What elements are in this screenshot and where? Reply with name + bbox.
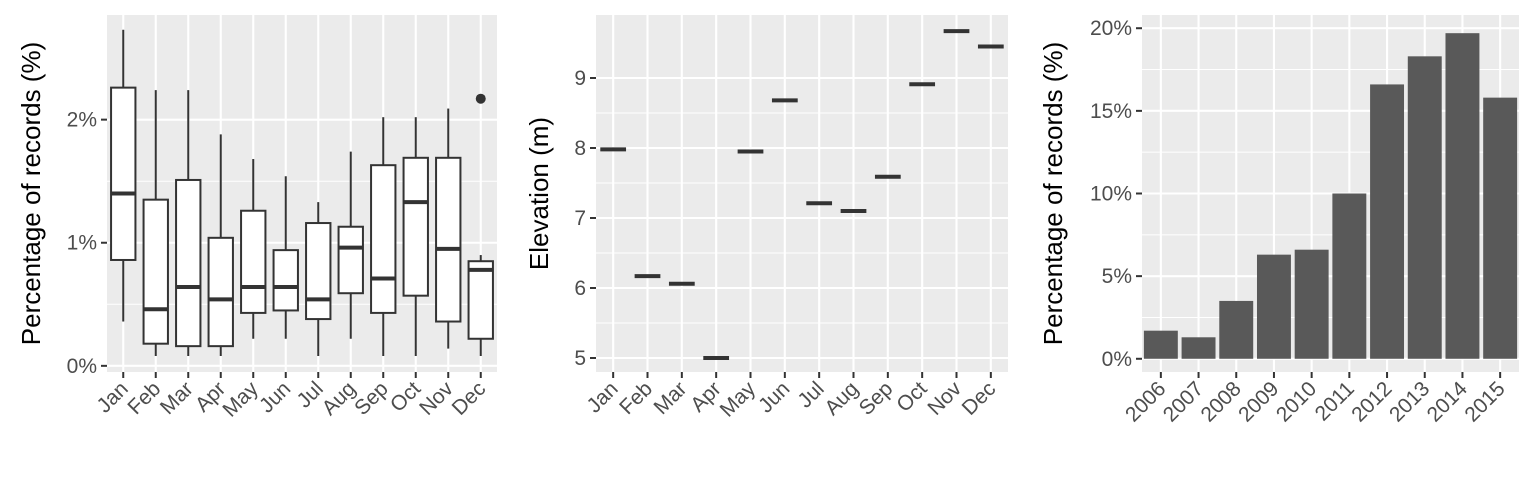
y-tick-label: 8	[574, 137, 586, 160]
y-tick-label: 0%	[1102, 348, 1132, 371]
x-tick-label: Jun	[754, 377, 794, 417]
x-tick-label: Mar	[156, 377, 198, 419]
box-body	[467, 260, 494, 340]
box-dec	[467, 93, 494, 356]
x-tick-label: 2006	[1121, 377, 1170, 426]
x-tick-label: Jun	[255, 377, 295, 417]
x-tick-label: 2015	[1460, 377, 1509, 426]
x-tick-label: 2008	[1196, 377, 1245, 426]
bar-2007	[1181, 337, 1216, 359]
box-body	[110, 86, 137, 261]
yearly-percentage-bar-chart: 0%5%10%15%20%200620072008200920102011201…	[1038, 15, 1519, 427]
x-tick-label: Mar	[650, 377, 692, 419]
box-body	[370, 164, 397, 314]
y-axis-title: Percentage of records (%)	[16, 42, 46, 345]
x-tick-label: Feb	[123, 377, 165, 419]
y-tick-label: 10%	[1090, 183, 1132, 206]
box-apr	[207, 134, 234, 356]
x-tick-label: May	[716, 377, 761, 422]
bar-2009	[1256, 254, 1291, 359]
x-tick-label: Sep	[855, 377, 898, 420]
y-tick-label: 5	[574, 347, 586, 370]
box-mar	[175, 90, 202, 356]
box-body	[402, 156, 429, 297]
box-body	[435, 156, 462, 323]
x-tick-label: 2012	[1347, 377, 1396, 426]
x-tick-label: 2007	[1159, 377, 1208, 426]
box-jul	[305, 202, 332, 356]
y-tick-label: 0%	[67, 355, 97, 378]
x-tick-label: Feb	[615, 377, 657, 419]
box-body	[142, 198, 169, 345]
box-feb	[142, 90, 169, 356]
y-tick-label: 9	[574, 67, 586, 90]
x-tick-label: 2009	[1234, 377, 1283, 426]
bar-2006	[1143, 330, 1178, 359]
box-may	[240, 159, 267, 339]
y-tick-label: 1%	[67, 232, 97, 255]
x-tick-label: Jan	[582, 377, 622, 417]
outlier-point	[475, 93, 486, 104]
box-body	[305, 222, 332, 321]
x-tick-label: Aug	[820, 377, 863, 420]
y-axis-title: Elevation (m)	[524, 117, 554, 270]
box-sep	[370, 117, 397, 356]
x-tick-label: 2013	[1385, 377, 1434, 426]
bar-2008	[1219, 300, 1254, 359]
y-tick-label: 7	[574, 207, 586, 230]
box-jan	[110, 29, 137, 322]
x-tick-label: Dec	[448, 377, 491, 420]
bar-2011	[1332, 193, 1367, 359]
y-tick-label: 15%	[1090, 100, 1132, 123]
monthly-percentage-boxplot: 0%1%2%JanFebMarAprMayJunJulAugSepOctNovD…	[16, 15, 497, 422]
bar-2015	[1483, 97, 1518, 359]
x-tick-label: Nov	[923, 377, 966, 420]
y-tick-label: 5%	[1102, 265, 1132, 288]
bar-2013	[1407, 56, 1442, 359]
y-axis-title: Percentage of records (%)	[1038, 42, 1068, 345]
x-tick-label: Oct	[386, 377, 425, 416]
box-aug	[337, 151, 364, 339]
y-tick-label: 6	[574, 277, 586, 300]
y-tick-label: 2%	[67, 109, 97, 132]
x-tick-label: 2011	[1311, 377, 1359, 425]
x-tick-label: 2010	[1272, 377, 1321, 426]
box-nov	[435, 108, 462, 349]
x-tick-label: 2014	[1423, 377, 1473, 427]
box-body	[207, 236, 234, 348]
box-body	[175, 178, 202, 348]
box-body	[337, 225, 364, 295]
box-body	[240, 209, 267, 314]
box-body	[272, 249, 299, 312]
y-tick-label: 20%	[1090, 17, 1132, 40]
bar-2012	[1370, 84, 1405, 359]
box-jun	[272, 176, 299, 339]
panel-background	[596, 15, 1008, 372]
box-oct	[402, 117, 429, 356]
panel-background	[107, 15, 497, 372]
x-tick-label: Oct	[892, 377, 931, 416]
x-tick-label: Dec	[958, 377, 1001, 420]
x-tick-label: Jan	[93, 377, 133, 417]
bar-2014	[1445, 33, 1480, 359]
bar-2010	[1294, 249, 1329, 359]
